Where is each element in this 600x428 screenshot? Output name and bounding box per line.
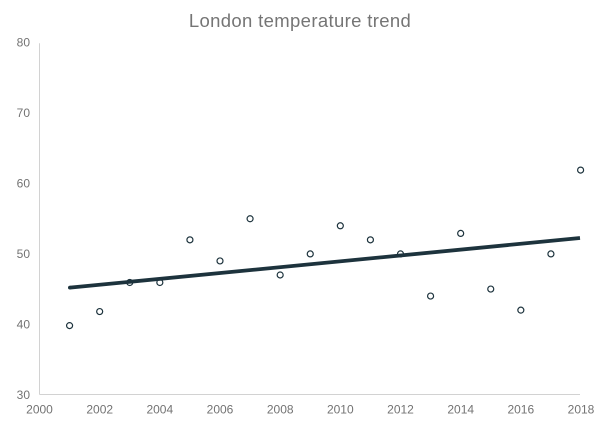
svg-text:2000: 2000	[26, 402, 53, 416]
svg-text:2014: 2014	[447, 402, 474, 416]
svg-text:2002: 2002	[86, 402, 113, 416]
svg-text:40: 40	[17, 317, 31, 331]
svg-text:2018: 2018	[568, 402, 595, 416]
svg-text:30: 30	[17, 388, 31, 402]
svg-text:2006: 2006	[207, 402, 234, 416]
svg-text:60: 60	[17, 176, 31, 190]
svg-text:50: 50	[17, 247, 31, 261]
svg-text:2008: 2008	[267, 402, 294, 416]
svg-text:2012: 2012	[387, 402, 414, 416]
svg-text:London temperature trend: London temperature trend	[189, 10, 411, 31]
svg-text:2016: 2016	[507, 402, 534, 416]
svg-text:80: 80	[17, 35, 31, 49]
svg-text:2004: 2004	[146, 402, 173, 416]
svg-text:2010: 2010	[327, 402, 354, 416]
svg-text:70: 70	[17, 106, 31, 120]
